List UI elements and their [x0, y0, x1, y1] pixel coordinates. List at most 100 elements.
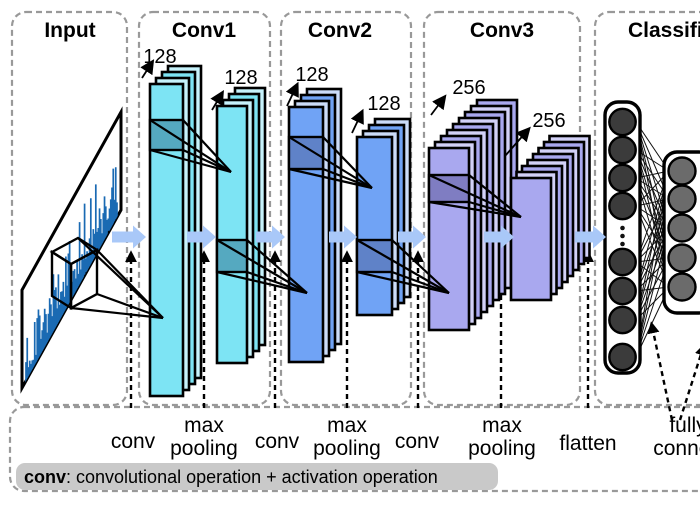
- feature-map-sheet: [355, 135, 394, 317]
- kernel-fan-line: [216, 239, 308, 294]
- kernel-fans: [70, 118, 522, 320]
- conv-kernel: [148, 118, 232, 174]
- depth-arrow-icon: [430, 94, 447, 116]
- ellipsis-dot: [620, 241, 625, 247]
- kernel-fan-line: [246, 239, 308, 294]
- flow-arrow: [575, 225, 606, 249]
- neuron: [667, 272, 697, 302]
- conv2-stack1-count: 128: [295, 64, 328, 86]
- op-label-max3: max: [482, 414, 522, 437]
- depth-arrow-icon: [350, 108, 364, 134]
- legend: conv: convolutional operation + activati…: [16, 463, 498, 490]
- ellipsis-dot: [620, 233, 625, 239]
- feature-map-stack: [427, 98, 519, 332]
- depth-arrow-icon: [285, 81, 299, 107]
- fully-connect-arrow-left: [647, 321, 674, 421]
- kernel-fan-line: [356, 270, 450, 295]
- classification-network: [603, 100, 700, 375]
- op-label-pooling1: pooling: [170, 437, 238, 460]
- op-label-pooling2: pooling: [313, 437, 381, 460]
- op-label-fully: fully: [669, 414, 700, 437]
- depth-arrow-icon: [210, 90, 224, 111]
- op-label-conv2: conv: [255, 430, 300, 453]
- kernel-band: [215, 238, 249, 274]
- conv-kernel: [215, 238, 308, 295]
- kernel-fan-line: [468, 200, 522, 219]
- flow-arrow: [484, 225, 514, 249]
- feature-map-stack: [509, 134, 591, 302]
- feature-map-stack: [215, 86, 267, 365]
- neuron: [608, 247, 637, 277]
- flow-arrow: [187, 225, 216, 249]
- neuron: [608, 107, 637, 137]
- legend-text: conv: convolutional operation + activati…: [24, 467, 438, 487]
- kernel-band: [148, 118, 185, 152]
- input-section-box: [10, 10, 129, 407]
- flow-arrows: [112, 225, 606, 249]
- conv2-stack2-count: 128: [367, 93, 400, 115]
- conv2-title: Conv2: [308, 19, 372, 42]
- neuron: [667, 156, 697, 186]
- op-label-max2: max: [327, 414, 367, 437]
- feature-map-stack: [355, 117, 412, 317]
- feature-map-stack: [287, 87, 343, 364]
- kernel-fan-line: [391, 270, 450, 295]
- neuron: [608, 305, 637, 335]
- legend-term: conv: [24, 467, 66, 487]
- kernel-fan-line: [216, 270, 308, 295]
- operation-labels: conv max pooling conv max pooling conv m…: [111, 414, 700, 460]
- op-label-max1: max: [184, 414, 224, 437]
- filter-count-labels: 128 128 128 128 256 256: [140, 46, 566, 157]
- depth-arrow-icon: [140, 59, 155, 79]
- neuron: [667, 213, 697, 243]
- feature-map-stack: [148, 64, 203, 398]
- kernel-fan-line: [468, 174, 522, 218]
- kernel-fan-line: [428, 200, 522, 219]
- conv-kernel: [427, 173, 522, 219]
- kernel-fan-line: [391, 239, 450, 294]
- kernel-fan-line: [182, 149, 232, 173]
- input-signal-sheet: [20, 106, 123, 394]
- kernel-fan-line: [428, 173, 522, 219]
- neuron: [608, 276, 637, 306]
- kernel-fan-line: [356, 239, 450, 294]
- neuron: [608, 342, 637, 372]
- flow-arrow: [329, 225, 357, 249]
- flow-arrow: [398, 225, 426, 249]
- op-label-flatten: flatten: [559, 432, 616, 455]
- conv-kernel: [287, 135, 373, 190]
- input-title: Input: [44, 19, 95, 42]
- legend-pill: [16, 463, 498, 490]
- kernel-band: [287, 135, 325, 171]
- kernel-band: [427, 173, 471, 204]
- kernel-fan-line: [149, 119, 232, 173]
- kernel-fan-line: [246, 270, 308, 295]
- section-titles: Input Conv1 Conv2 Conv3 Classification: [44, 19, 700, 42]
- feature-map-sheet: [215, 104, 249, 365]
- neuron: [667, 243, 697, 273]
- classification-section-box: [593, 10, 700, 407]
- feature-map-stacks: [148, 64, 591, 398]
- op-label-connect: connect: [653, 437, 700, 460]
- feature-map-sheet: [509, 176, 553, 302]
- neuron: [608, 191, 637, 221]
- conv3-title: Conv3: [470, 19, 534, 42]
- input-fan-lines: [70, 237, 164, 320]
- conv3-stack1-count: 256: [452, 77, 485, 99]
- neuron: [608, 163, 637, 193]
- conv1-stack1-count: 128: [143, 46, 176, 68]
- kernel-fan-line: [182, 119, 232, 173]
- fully-connect-arrow-right: [678, 343, 700, 421]
- op-label-conv1: conv: [111, 430, 156, 453]
- neuron: [667, 184, 697, 214]
- kernel-fan-line: [322, 136, 373, 189]
- kernel-fan-line: [322, 167, 373, 190]
- depth-arrow-icon: [504, 126, 531, 157]
- op-label-conv3: conv: [395, 430, 440, 453]
- conv-kernel: [355, 238, 450, 295]
- op-label-pooling3: pooling: [468, 437, 536, 460]
- flow-arrow: [256, 225, 285, 249]
- kernel-fan-line: [288, 167, 373, 190]
- classification-title: Classification: [628, 19, 700, 42]
